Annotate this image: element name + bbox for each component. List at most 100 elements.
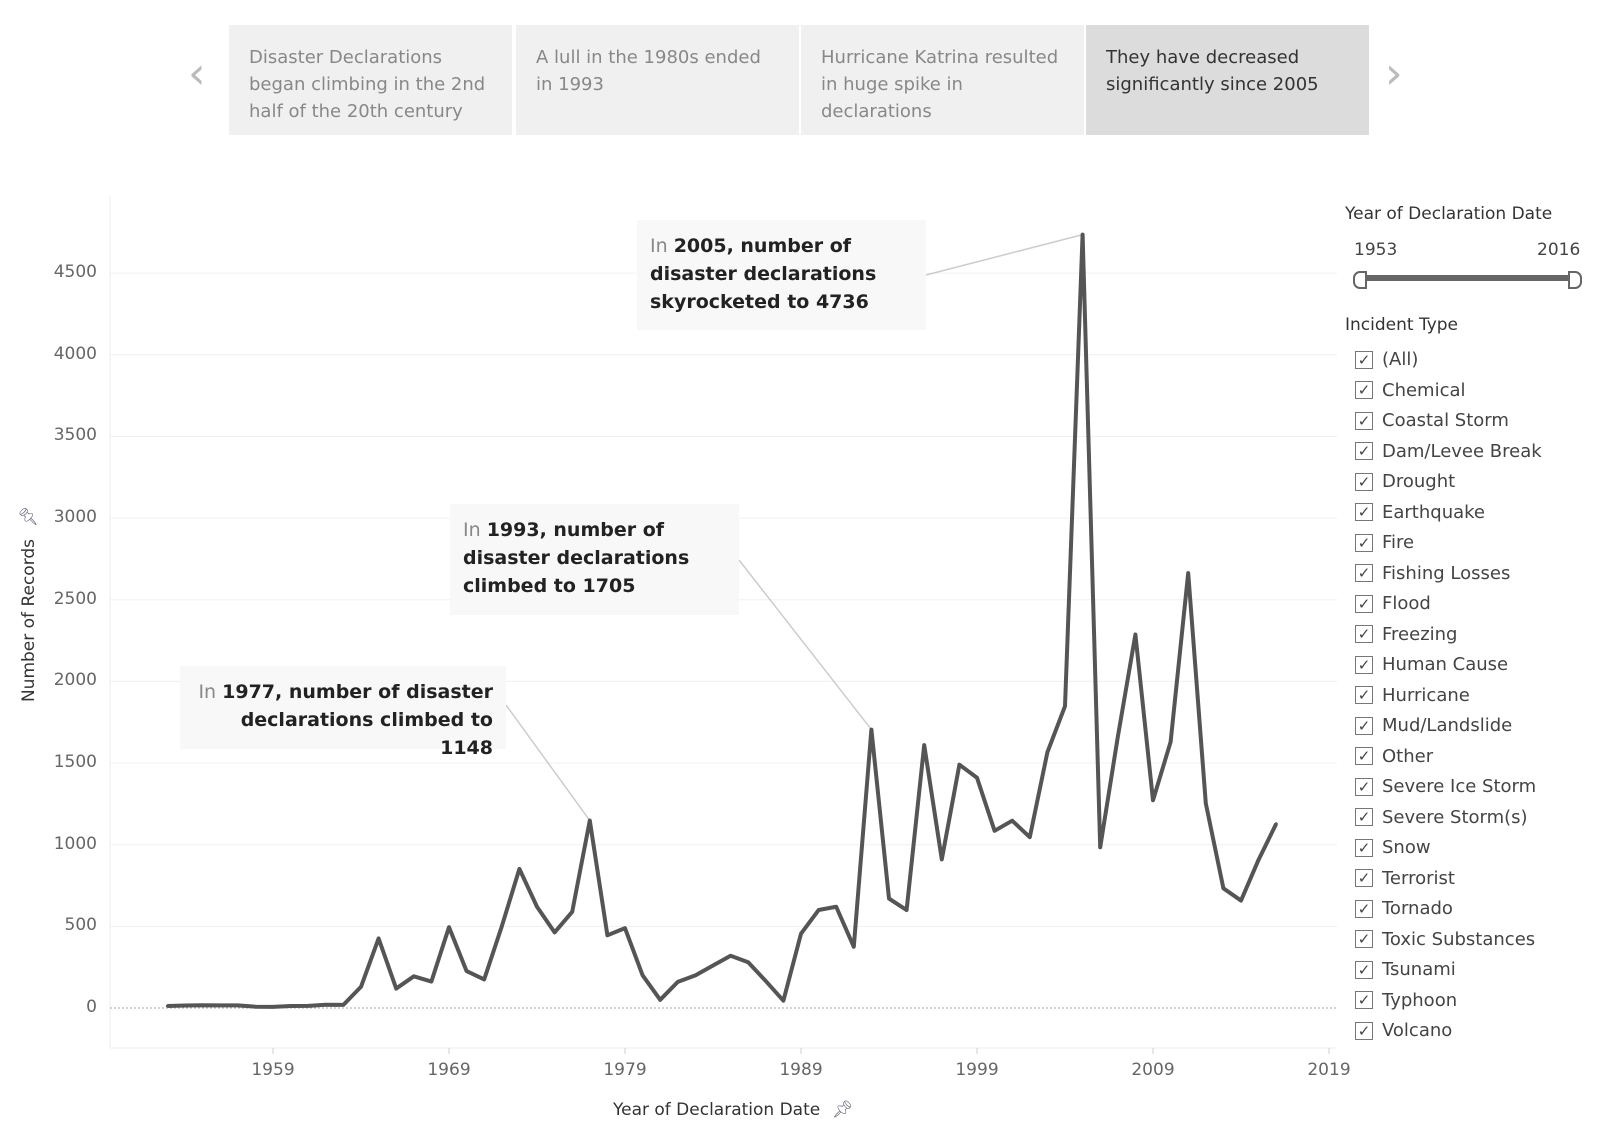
story-next-button[interactable]: › xyxy=(1385,52,1403,96)
year-min-label: 1953 xyxy=(1354,240,1398,260)
slider-handle-min[interactable] xyxy=(1353,271,1367,289)
incident-type-checkbox-snow[interactable]: ✓ Snow xyxy=(1355,837,1431,858)
y-tick-label: 4000 xyxy=(53,343,97,364)
x-tick-label: 1959 xyxy=(251,1060,295,1080)
incident-type-checkbox-earthquake[interactable]: ✓ Earthquake xyxy=(1355,502,1485,523)
checkbox-checked-icon[interactable]: ✓ xyxy=(1355,686,1373,704)
checkbox-checked-icon[interactable]: ✓ xyxy=(1355,381,1373,399)
checkbox-checked-icon[interactable]: ✓ xyxy=(1355,838,1373,857)
checkbox-checked-icon[interactable]: ✓ xyxy=(1355,991,1373,1009)
incident-type-checkbox-hurricane[interactable]: ✓ Hurricane xyxy=(1355,685,1470,706)
checkbox-checked-icon[interactable]: ✓ xyxy=(1355,442,1373,460)
checkbox-checked-icon[interactable]: ✓ xyxy=(1355,655,1373,674)
checkbox-checked-icon[interactable]: ✓ xyxy=(1355,716,1373,735)
incident-type-checkbox-mud-landslide[interactable]: ✓ Mud/Landslide xyxy=(1355,715,1512,736)
checkbox-checked-icon[interactable]: ✓ xyxy=(1355,350,1373,369)
year-range-slider[interactable] xyxy=(1360,275,1573,281)
incident-type-checkbox-all[interactable]: ✓ (All) xyxy=(1355,349,1418,370)
x-tick-label: 2019 xyxy=(1307,1060,1351,1080)
incident-type-checkbox-coastal-storm[interactable]: ✓ Coastal Storm xyxy=(1355,410,1509,431)
incident-type-checkbox-other[interactable]: ✓ Other xyxy=(1355,746,1433,767)
story-point-3[interactable]: Hurricane Katrina resulted in huge spike… xyxy=(801,25,1084,135)
incident-type-label: Coastal Storm xyxy=(1382,410,1509,431)
x-tick-label: 2009 xyxy=(1131,1060,1175,1080)
checkbox-checked-icon[interactable]: ✓ xyxy=(1355,899,1373,918)
checkbox-checked-icon[interactable]: ✓ xyxy=(1355,869,1373,887)
checkbox-checked-icon[interactable]: ✓ xyxy=(1355,960,1373,979)
data-point xyxy=(253,1005,257,1009)
y-tick-label: 2000 xyxy=(53,670,97,691)
incident-type-label: Fishing Losses xyxy=(1382,562,1511,584)
story-point-1[interactable]: Disaster Declarations began climbing in … xyxy=(229,25,512,135)
checkbox-checked-icon[interactable]: ✓ xyxy=(1355,930,1373,948)
checkbox-checked-icon[interactable]: ✓ xyxy=(1355,472,1373,491)
incident-type-label: Typhoon xyxy=(1382,989,1458,1011)
y-tick-label: 3500 xyxy=(53,425,97,446)
checkbox-checked-icon[interactable]: ✓ xyxy=(1355,777,1373,796)
year-filter-title: Year of Declaration Date xyxy=(1345,204,1553,224)
incident-type-checkbox-drought[interactable]: ✓ Drought xyxy=(1355,471,1455,492)
story-prev-button[interactable]: ‹ xyxy=(188,52,206,96)
chevron-right-icon: › xyxy=(1385,48,1403,99)
checkbox-checked-icon[interactable]: ✓ xyxy=(1355,1021,1373,1040)
data-point xyxy=(1116,735,1120,739)
data-point xyxy=(1098,845,1102,849)
incident-type-checkbox-fishing-losses[interactable]: ✓ Fishing Losses xyxy=(1355,563,1510,584)
incident-type-checkbox-typhoon[interactable]: ✓ Typhoon xyxy=(1355,990,1457,1011)
data-point xyxy=(1081,233,1085,237)
data-point xyxy=(482,977,486,981)
x-tick-label: 1979 xyxy=(603,1060,647,1080)
checkbox-checked-icon[interactable]: ✓ xyxy=(1355,594,1373,613)
story-point-4[interactable]: They have decreased significantly since … xyxy=(1086,25,1369,135)
slider-handle-max[interactable] xyxy=(1568,271,1582,289)
incident-type-checkbox-tsunami[interactable]: ✓ Tsunami xyxy=(1355,959,1456,980)
data-point xyxy=(1010,819,1014,823)
incident-type-checkbox-fire[interactable]: ✓ Fire xyxy=(1355,532,1414,553)
annotation-leader-line xyxy=(738,559,872,731)
incident-type-label: Dam/Levee Break xyxy=(1382,440,1542,462)
checkbox-checked-icon[interactable]: ✓ xyxy=(1355,747,1373,765)
chevron-left-icon: ‹ xyxy=(188,48,206,99)
incident-type-checkbox-freezing[interactable]: ✓ Freezing xyxy=(1355,624,1457,645)
data-point xyxy=(517,867,521,871)
data-point xyxy=(570,910,574,914)
data-point xyxy=(500,924,504,928)
incident-type-checkbox-human-cause[interactable]: ✓ Human Cause xyxy=(1355,654,1508,675)
incident-type-label: Earthquake xyxy=(1382,501,1485,523)
incident-type-checkbox-volcano[interactable]: ✓ Volcano xyxy=(1355,1020,1452,1041)
incident-type-checkbox-flood[interactable]: ✓ Flood xyxy=(1355,593,1431,614)
checkbox-checked-icon[interactable]: ✓ xyxy=(1355,411,1373,430)
data-point xyxy=(940,857,944,861)
incident-type-label: (All) xyxy=(1382,349,1419,370)
incident-type-checkbox-tornado[interactable]: ✓ Tornado xyxy=(1355,898,1453,919)
incident-type-checkbox-chemical[interactable]: ✓ Chemical xyxy=(1355,380,1466,401)
checkbox-checked-icon[interactable]: ✓ xyxy=(1355,533,1373,552)
incident-type-label: Hurricane xyxy=(1382,684,1470,706)
incident-type-checkbox-toxic-substances[interactable]: ✓ Toxic Substances xyxy=(1355,929,1535,950)
x-tick-label: 1989 xyxy=(779,1060,823,1080)
incident-type-checkbox-dam-levee-break[interactable]: ✓ Dam/Levee Break xyxy=(1355,441,1542,462)
data-point xyxy=(324,1003,328,1007)
data-point xyxy=(905,908,909,912)
x-tick-label: 1969 xyxy=(427,1060,471,1080)
incident-type-label: Snow xyxy=(1382,837,1431,858)
y-tick-label: 1500 xyxy=(53,752,97,773)
checkbox-checked-icon[interactable]: ✓ xyxy=(1355,503,1373,521)
y-tick-label: 2500 xyxy=(53,588,97,609)
pin-icon[interactable]: 📌︎ xyxy=(19,505,39,528)
data-point xyxy=(746,960,750,964)
incident-type-checkbox-severe-storm-s[interactable]: ✓ Severe Storm(s) xyxy=(1355,807,1528,828)
pin-icon[interactable]: 📌︎ xyxy=(831,1100,854,1120)
data-point xyxy=(641,973,645,977)
story-point-2[interactable]: A lull in the 1980s ended in 1993 xyxy=(516,25,799,135)
y-axis-title: Number of Records 📌︎ xyxy=(19,505,39,703)
checkbox-checked-icon[interactable]: ✓ xyxy=(1355,625,1373,643)
data-point xyxy=(306,1004,310,1008)
data-point xyxy=(359,985,363,989)
checkbox-checked-icon[interactable]: ✓ xyxy=(1355,564,1373,582)
incident-type-checkbox-terrorist[interactable]: ✓ Terrorist xyxy=(1355,868,1455,889)
incident-type-checkbox-severe-ice-storm[interactable]: ✓ Severe Ice Storm xyxy=(1355,776,1536,797)
data-point xyxy=(957,763,961,767)
data-point xyxy=(1045,750,1049,754)
checkbox-checked-icon[interactable]: ✓ xyxy=(1355,808,1373,826)
